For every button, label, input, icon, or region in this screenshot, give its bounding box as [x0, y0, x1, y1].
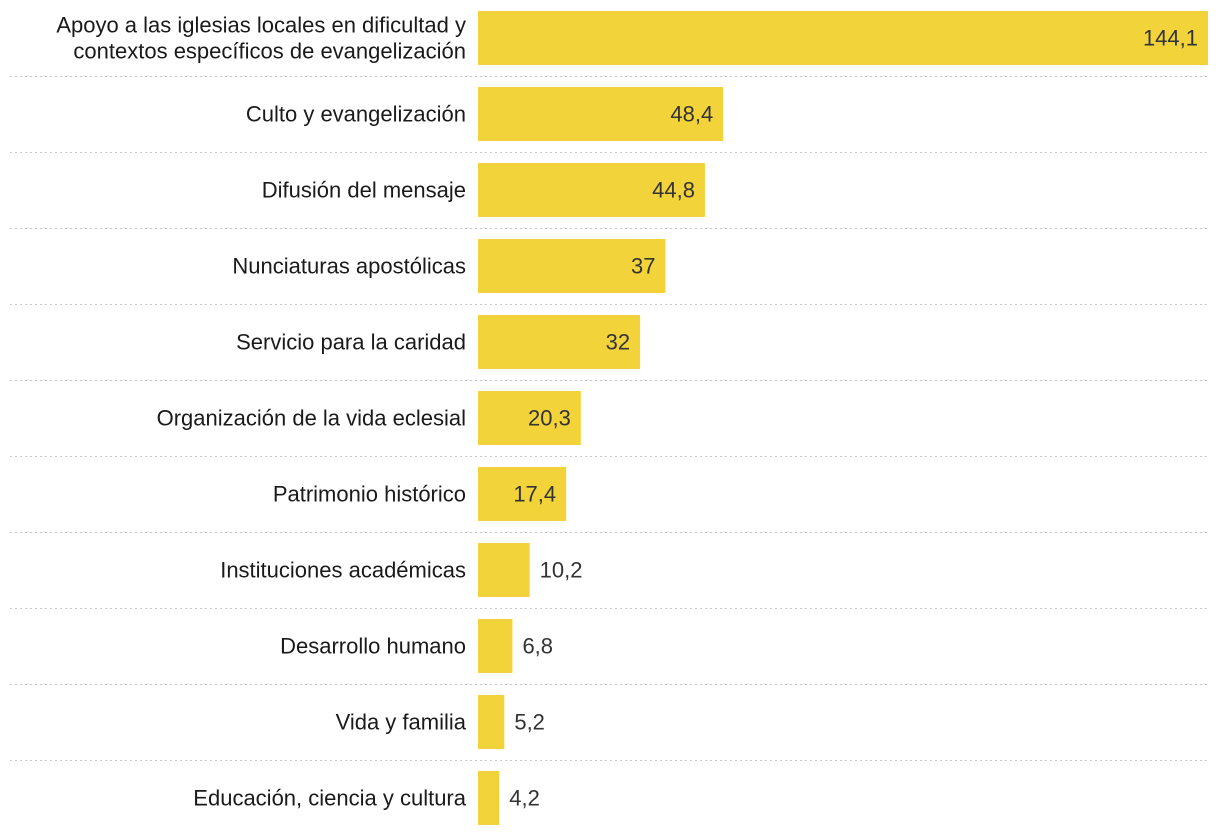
value-label: 32 — [606, 330, 630, 355]
category-label: Instituciones académicas — [220, 558, 466, 583]
value-label: 44,8 — [652, 178, 695, 203]
category-label: Servicio para la caridad — [236, 330, 466, 355]
bar-row: Servicio para la caridad 32 — [236, 315, 641, 369]
bar — [478, 315, 641, 369]
bar-row: Educación, ciencia y cultura 4,2 — [193, 771, 540, 825]
value-label: 144,1 — [1143, 26, 1198, 51]
bar-row: Difusión del mensaje 44,8 — [262, 163, 705, 217]
bar — [478, 11, 1208, 65]
bar — [478, 467, 567, 521]
value-label: 20,3 — [528, 406, 571, 431]
value-label: 4,2 — [509, 786, 540, 811]
category-label: Nunciaturas apostólicas — [232, 254, 466, 279]
value-label: 10,2 — [540, 558, 583, 583]
category-label: Difusión del mensaje — [262, 178, 466, 203]
category-label: Vida y familia — [336, 710, 467, 735]
category-label: Culto y evangelización — [246, 102, 466, 127]
category-label: Apoyo a las iglesias locales en dificult… — [56, 13, 466, 64]
bar-row: Nunciaturas apostólicas 37 — [232, 239, 666, 293]
bar — [478, 619, 513, 673]
value-label: 48,4 — [670, 102, 713, 127]
bar-row: Desarrollo humano 6,8 — [280, 619, 553, 673]
bar — [478, 163, 705, 217]
bar — [478, 87, 724, 141]
category-label: Organización de la vida eclesial — [157, 406, 466, 431]
bar-row: Patrimonio histórico 17,4 — [273, 467, 567, 521]
bar — [478, 543, 530, 597]
value-label: 6,8 — [522, 634, 553, 659]
bar-row: Instituciones académicas 10,2 — [220, 543, 583, 597]
bar — [478, 239, 666, 293]
category-label: Desarrollo humano — [280, 634, 466, 659]
bar-row: Organización de la vida eclesial 20,3 — [157, 391, 581, 445]
category-label: Patrimonio histórico — [273, 482, 466, 507]
value-label: 17,4 — [513, 482, 556, 507]
value-label: 37 — [631, 254, 655, 279]
bar — [478, 695, 505, 749]
bar-row: Culto y evangelización 48,4 — [246, 87, 724, 141]
category-label: Educación, ciencia y cultura — [193, 786, 466, 811]
bar — [478, 771, 500, 825]
bar — [478, 391, 581, 445]
bar-row: Vida y familia 5,2 — [336, 695, 545, 749]
value-label: 5,2 — [514, 710, 545, 735]
bar-row: Apoyo a las iglesias locales en dificult… — [56, 11, 1208, 65]
